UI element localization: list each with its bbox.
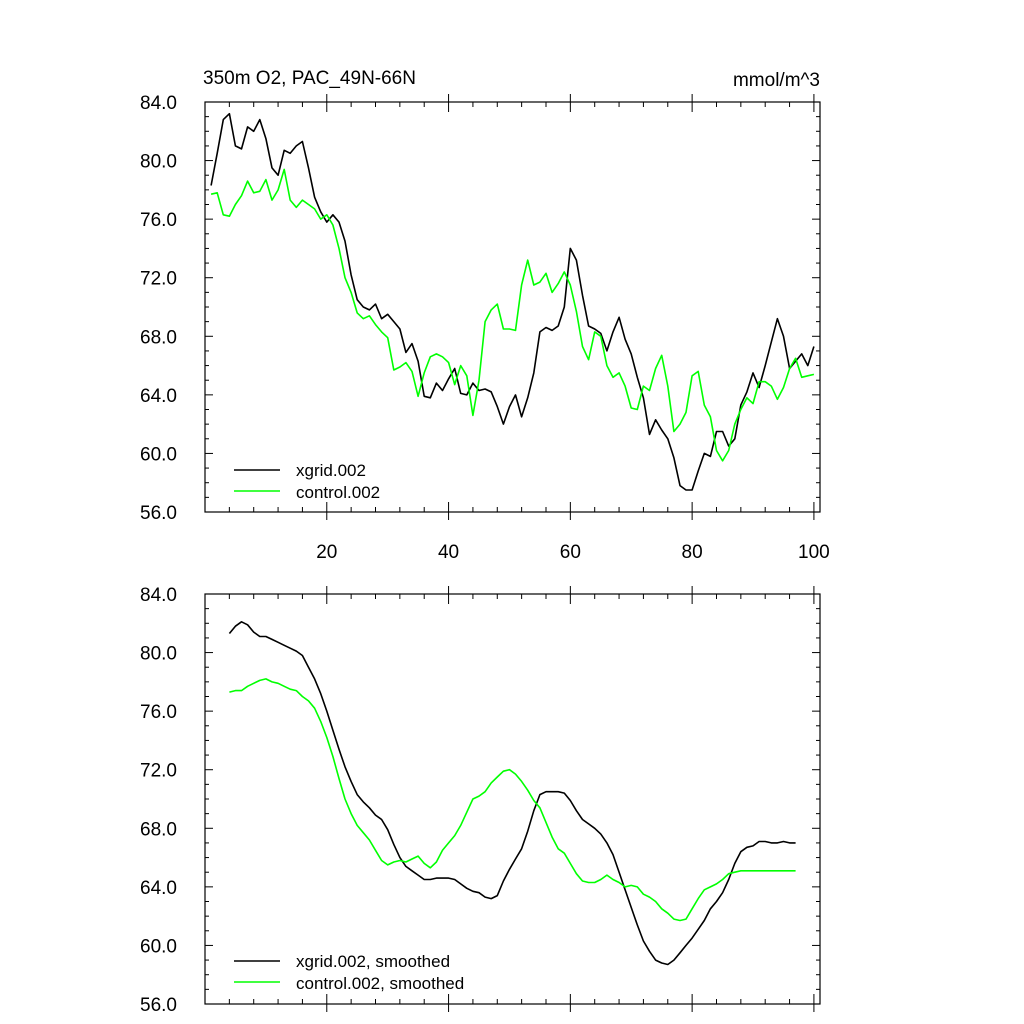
bottom-legend: xgrid.002, smoothed control.002, smoothe… — [234, 952, 464, 993]
top-y-tick-label: 76.0 — [140, 210, 177, 231]
top-legend-label-control: control.002 — [296, 483, 380, 502]
top-series-line-control — [210, 168, 815, 462]
bottom-y-tick-label: 60.0 — [140, 936, 177, 957]
bottom-y-tick-label: 84.0 — [140, 585, 177, 606]
top-chart-title: 350m O2, PAC_49N-66N — [203, 68, 416, 89]
top-x-tick-label: 60 — [560, 542, 581, 563]
bottom-series-line-control — [229, 678, 796, 922]
top-panel: 350m O2, PAC_49N-66N mmol/m^3 56.0 60.0 64… — [140, 68, 830, 563]
bottom-y-tick-label: 68.0 — [140, 819, 177, 840]
bottom-y-tick-label: 64.0 — [140, 878, 177, 899]
top-y-axis: 56.0 60.0 64.0 68.0 72.0 76.0 80.0 84.0 — [140, 93, 820, 524]
top-y-tick-label: 64.0 — [140, 386, 177, 407]
bottom-y-axis: 56.0 60.0 64.0 68.0 72.0 76.0 80.0 84.0 — [140, 585, 820, 1016]
bottom-panel: 56.0 60.0 64.0 68.0 72.0 76.0 80.0 84.0 xgrid.0… — [140, 585, 821, 1016]
top-x-tick-label: 100 — [798, 542, 830, 563]
top-series — [210, 112, 815, 491]
bottom-y-tick-label: 72.0 — [140, 761, 177, 782]
bottom-y-tick-label: 76.0 — [140, 702, 177, 723]
bottom-legend-label-xgrid: xgrid.002, smoothed — [296, 952, 450, 971]
top-x-tick-label: 20 — [316, 542, 337, 563]
bottom-legend-label-control: control.002, smoothed — [296, 974, 464, 993]
top-chart-units: mmol/m^3 — [733, 70, 820, 91]
top-y-tick-label: 80.0 — [140, 152, 177, 173]
bottom-y-tick-label: 80.0 — [140, 644, 177, 665]
bottom-plot-frame — [204, 593, 821, 1005]
top-series-line-xgrid — [210, 112, 815, 491]
bottom-series-line-xgrid — [228, 620, 796, 966]
bottom-y-tick-label: 56.0 — [140, 995, 177, 1016]
top-y-tick-label: 68.0 — [140, 327, 177, 348]
top-x-tick-label: 80 — [682, 542, 703, 563]
top-x-tick-label: 40 — [438, 542, 459, 563]
bottom-x-axis — [228, 586, 815, 1012]
top-y-tick-label: 84.0 — [140, 93, 177, 114]
bottom-series — [228, 620, 796, 966]
top-x-axis: 20 40 60 80 100 — [228, 94, 830, 563]
top-legend: xgrid.002 control.002 — [234, 461, 380, 502]
top-y-tick-label: 72.0 — [140, 269, 177, 290]
top-plot-frame — [204, 101, 821, 513]
top-y-tick-label: 60.0 — [140, 444, 177, 465]
top-legend-label-xgrid: xgrid.002 — [296, 461, 366, 480]
top-y-tick-label: 56.0 — [140, 503, 177, 524]
